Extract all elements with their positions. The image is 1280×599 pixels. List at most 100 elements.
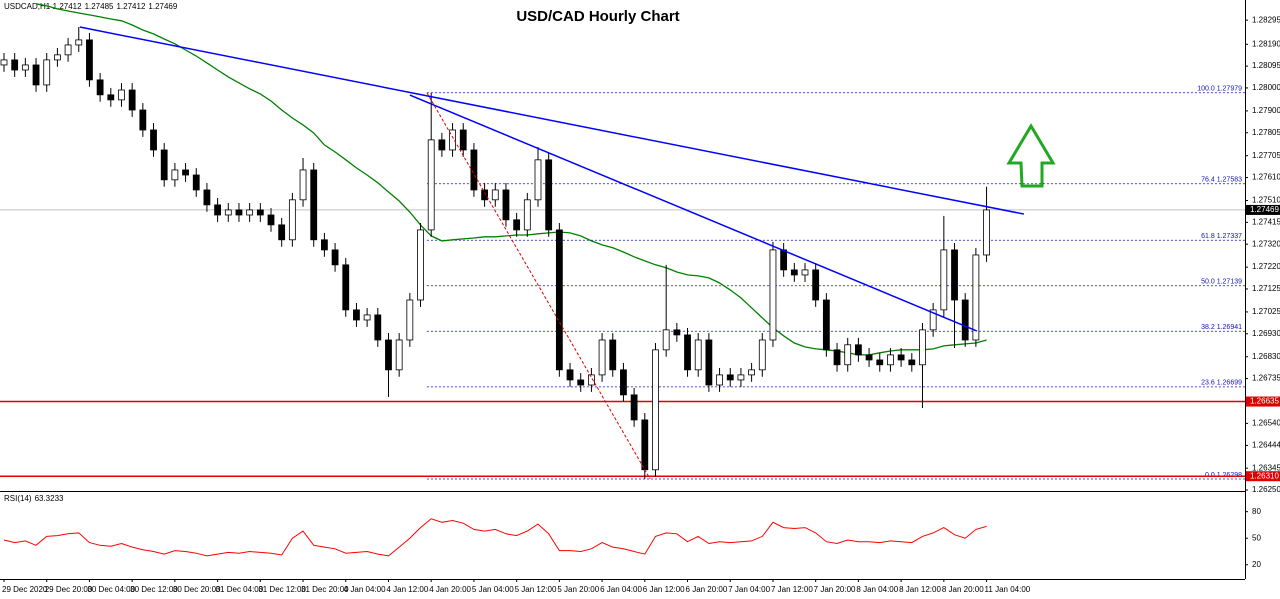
candle-body [331,249,339,266]
candle-body [534,159,542,201]
candle-body [630,394,638,421]
symbol: USDCAD,H1 [4,2,51,11]
header-low: 1.27412 [116,2,145,11]
header-open: 1.27412 [53,2,82,11]
candle-body [908,359,916,366]
candle-body [844,344,852,366]
candle-body [224,209,232,216]
candle-body [865,354,873,361]
candle-body [374,314,382,341]
y-tick-label: 1.26250 [1252,485,1280,494]
candle-body [54,54,61,61]
candle-body [929,309,937,331]
candle-body [342,264,350,311]
candle-body [598,339,606,376]
x-tick-label: 4 Jan 20:00 [429,585,471,594]
y-tick-label: 1.27705 [1252,151,1280,160]
x-tick-label: 30 Dec 12:00 [130,585,178,594]
y-tick-label: 1.27125 [1252,284,1280,293]
candle-body [833,349,841,366]
x-tick-label: 6 Jan 20:00 [686,585,728,594]
candle-body [267,214,275,226]
level-label: 1.26635 [1250,397,1279,406]
fib-label: 61.8 1.27337 [1201,233,1242,240]
candle-body [876,359,884,366]
fib-line [426,92,651,480]
y-tick-label: 1.28000 [1252,83,1280,92]
candle-body [214,204,222,216]
y-tick-label: 1.26735 [1252,374,1280,383]
candle-body [801,269,809,276]
x-tick-label: 7 Jan 04:00 [728,585,770,594]
candle-body [160,149,168,181]
x-tick-label: 7 Jan 12:00 [771,585,813,594]
x-tick-label: 8 Jan 12:00 [899,585,941,594]
level-label-box [1246,471,1280,482]
candle-body [855,344,862,356]
header-high: 1.27485 [85,2,114,11]
candle-body [246,209,254,216]
level-label-box [1246,396,1280,407]
y-tick-label: 1.28295 [1252,15,1280,24]
candle-body [64,44,72,56]
chart-title: USD/CAD Hourly Chart [516,8,679,25]
candle-body [737,374,745,381]
candle-body [897,354,905,361]
candle-body [128,89,136,111]
candle-body [235,209,243,216]
candle-body [919,329,926,366]
y-tick-label: 1.26345 [1252,463,1280,472]
candle-body [555,229,563,371]
x-tick-label: 30 Dec 04:00 [87,585,135,594]
candle-body [310,169,318,241]
candle-body [86,39,93,81]
rsi-line [3,518,987,557]
candle-body [705,339,713,386]
rsi-header: RSI(14) 63.3233 [4,494,64,503]
candle-body [609,339,617,371]
candle-body [192,174,200,191]
candle-body [780,249,788,271]
y-tick-label: 1.27320 [1252,239,1280,248]
candle-body [171,169,179,181]
candle-body [545,159,553,231]
current-price-box [1246,204,1280,215]
y-tick-label: 1.26540 [1252,418,1280,427]
candle-body [726,374,734,381]
trendline [79,26,1025,215]
candle-body [491,189,499,201]
y-tick-label: 1.27805 [1252,128,1280,137]
candle-body [983,209,990,256]
rsi-tick-label: 80 [1252,507,1261,516]
candle-body [694,339,702,371]
candle-body [139,109,147,131]
candle-body [406,299,414,341]
y-tick-label: 1.27900 [1252,106,1280,115]
candle-body [118,89,125,101]
x-tick-label: 31 Dec 20:00 [301,585,349,594]
candle-body [513,219,521,231]
candle-body [417,229,424,301]
candle-body [438,139,446,151]
y-tick-label: 1.26830 [1252,352,1280,361]
candle-body [566,369,574,381]
current-price-label: 1.27469 [1250,205,1279,214]
x-tick-label: 4 Jan 04:00 [344,585,386,594]
y-tick-label: 1.27510 [1252,196,1280,205]
fib-label: 0.0 1.26298 [1205,472,1242,479]
fib-label: 38.2 1.26941 [1201,324,1242,331]
candle-body [21,64,29,71]
candle-body [652,349,659,471]
fib-label: 76.4 1.27583 [1201,177,1242,184]
candle-body [107,94,115,101]
y-tick-label: 1.26444 [1252,441,1280,450]
candle-body [758,339,766,371]
fib-label: 50.0 1.27139 [1201,279,1242,286]
x-tick-label: 31 Dec 12:00 [258,585,306,594]
candle-body [395,339,403,371]
candle-body [363,314,371,321]
candle-body [588,374,595,386]
fib-label: 100.0 1.27979 [1197,86,1242,93]
x-tick-label: 8 Jan 04:00 [856,585,898,594]
